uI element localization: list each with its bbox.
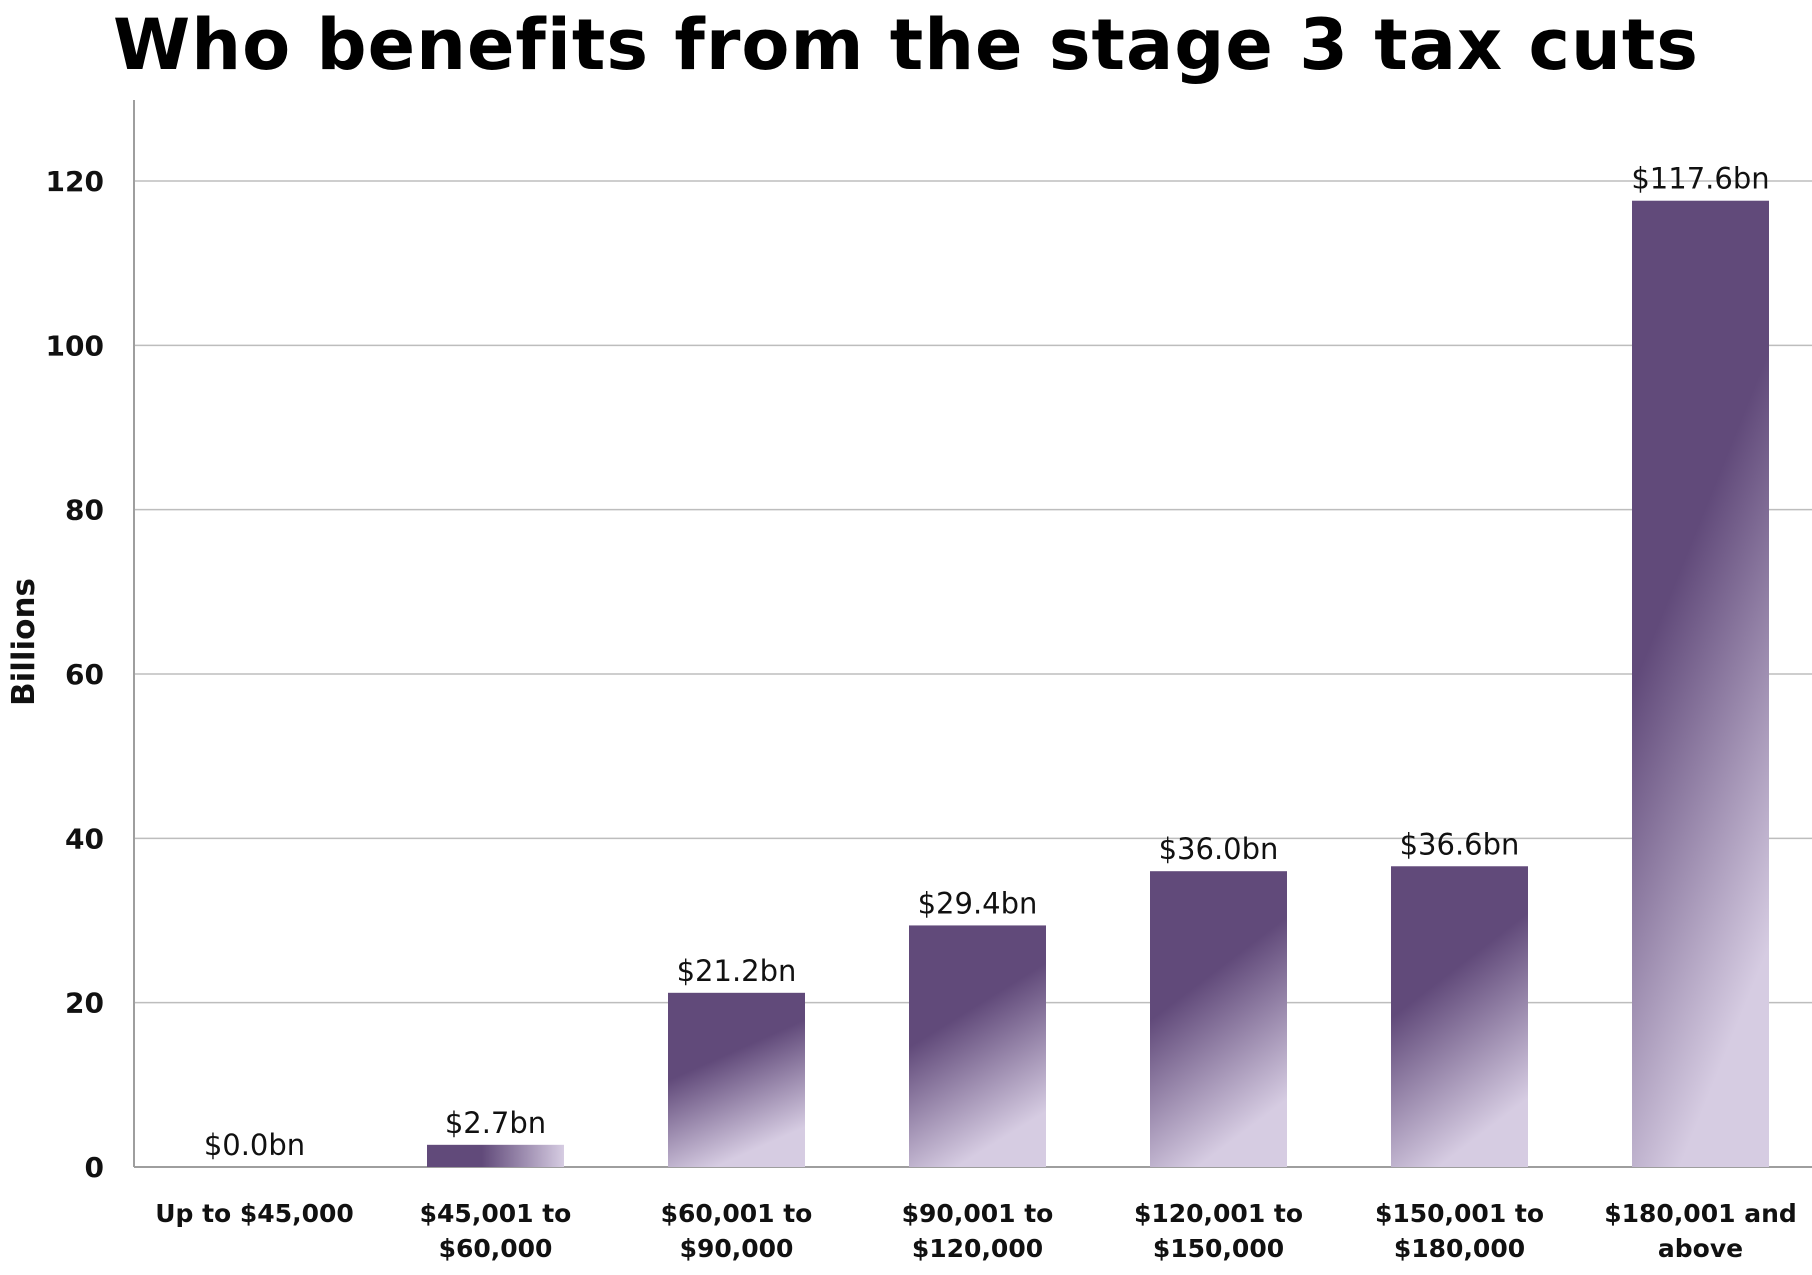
x-category-label: $180,001 and above xyxy=(1604,1199,1797,1263)
x-category-label: $45,001 to $60,000 xyxy=(420,1199,572,1263)
data-label: $117.6bn xyxy=(1631,162,1769,196)
x-category-label: $150,001 to $180,000 xyxy=(1375,1199,1544,1263)
y-tick-label: 40 xyxy=(65,822,104,855)
bar xyxy=(427,1144,564,1167)
bar xyxy=(668,992,805,1167)
bar xyxy=(1391,866,1528,1167)
x-category-label: $60,001 to $90,000 xyxy=(661,1199,813,1263)
data-label: $21.2bn xyxy=(677,954,797,988)
data-label: $36.0bn xyxy=(1159,832,1279,866)
y-tick-label: 0 xyxy=(85,1151,104,1184)
x-category-label: $120,001 to $150,000 xyxy=(1134,1199,1303,1263)
y-tick-label: 100 xyxy=(46,329,104,362)
bar xyxy=(1150,871,1287,1167)
y-tick-label: 120 xyxy=(46,165,104,198)
labels: 0 20 40 60 80 100 120 Billions $0.0bn Up to $45,0… xyxy=(6,162,1797,1263)
y-tick-label: 60 xyxy=(65,658,104,691)
x-category-label: Up to $45,000 xyxy=(155,1199,354,1228)
gridlines xyxy=(134,180,1812,1004)
bar xyxy=(1632,200,1769,1168)
data-label: $29.4bn xyxy=(918,886,1038,920)
y-tick-label: 20 xyxy=(65,987,104,1020)
data-label: $0.0bn xyxy=(204,1128,305,1162)
data-label: $36.6bn xyxy=(1400,827,1520,861)
bar xyxy=(909,925,1046,1167)
bars xyxy=(427,200,1769,1168)
y-axis-title: Billions xyxy=(6,578,42,706)
x-category-label: $90,001 to $120,000 xyxy=(902,1199,1054,1263)
y-tick-label: 80 xyxy=(65,494,104,527)
chart-title: Who benefits from the stage 3 tax cuts xyxy=(113,4,1699,86)
data-label: $2.7bn xyxy=(445,1106,546,1140)
